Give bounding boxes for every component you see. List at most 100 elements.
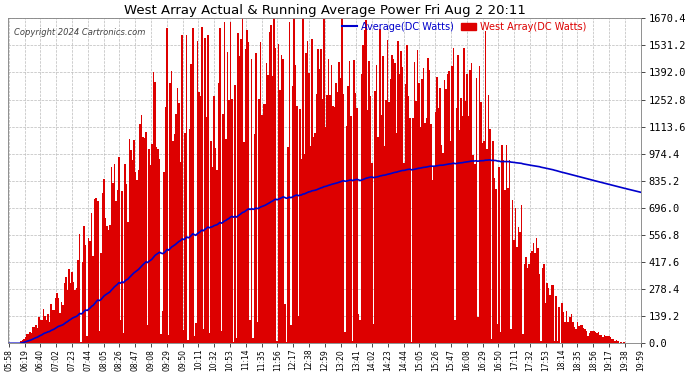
Bar [586,331,587,343]
Bar [268,75,269,343]
Bar [201,27,203,343]
Bar [144,138,146,343]
Bar [563,312,564,343]
Bar [530,253,531,343]
Bar [577,322,578,343]
Bar [427,58,428,343]
Bar [509,160,510,343]
Bar [315,94,317,343]
Bar [61,302,62,343]
Bar [326,95,328,343]
Bar [593,331,595,343]
Bar [215,148,216,343]
Title: West Array Actual & Running Average Power Fri Aug 2 20:11: West Array Actual & Running Average Powe… [124,4,526,17]
Bar [515,208,516,343]
Bar [368,61,370,343]
Bar [110,167,112,343]
Bar [121,191,123,343]
Bar [257,322,258,343]
Bar [216,170,217,343]
Bar [546,283,548,343]
Bar [304,154,305,343]
Bar [224,22,225,343]
Bar [68,269,70,343]
Bar [521,205,522,343]
Bar [347,86,349,343]
Bar [38,317,40,343]
Bar [46,320,47,343]
Bar [311,39,313,343]
Bar [459,130,460,343]
Bar [81,342,82,343]
Bar [171,71,172,343]
Bar [20,341,21,343]
Bar [233,342,234,343]
Bar [412,118,414,343]
Bar [558,307,560,343]
Bar [367,110,368,343]
Bar [103,178,105,343]
Bar [607,336,608,343]
Bar [225,139,227,343]
Bar [475,78,477,343]
Bar [361,74,362,343]
Bar [468,116,469,343]
Bar [604,334,605,343]
Bar [52,310,53,343]
Bar [623,342,625,343]
Bar [254,134,255,343]
Bar [213,96,215,343]
Bar [249,320,251,343]
Bar [169,84,171,343]
Bar [542,268,543,343]
Bar [203,329,204,343]
Bar [260,42,262,343]
Bar [305,53,306,343]
Bar [159,159,160,343]
Bar [76,288,77,343]
Bar [613,339,614,343]
Bar [325,126,326,343]
Bar [135,172,136,343]
Bar [83,226,85,343]
Bar [334,107,335,343]
Bar [179,103,180,343]
Bar [127,222,128,343]
Bar [160,334,162,343]
Bar [580,325,581,343]
Bar [386,40,388,343]
Bar [270,26,272,343]
Bar [516,247,518,343]
Bar [142,137,144,343]
Bar [540,341,542,343]
Bar [351,116,352,343]
Bar [132,160,133,343]
Bar [32,327,34,343]
Bar [469,70,471,343]
Bar [230,22,231,343]
Bar [302,18,304,343]
Bar [589,333,590,343]
Bar [67,290,68,343]
Bar [395,133,397,343]
Bar [273,18,275,343]
Bar [382,56,384,343]
Bar [595,332,596,343]
Bar [358,314,359,343]
Bar [353,60,355,343]
Bar [290,325,292,343]
Bar [136,180,138,343]
Bar [130,150,132,343]
Bar [335,82,337,343]
Bar [431,124,432,343]
Bar [279,90,281,343]
Bar [333,106,334,343]
Bar [444,80,445,343]
Bar [156,147,157,343]
Bar [183,330,184,343]
Bar [553,285,554,343]
Bar [421,80,423,343]
Bar [79,234,81,343]
Bar [128,139,130,343]
Bar [245,49,246,343]
